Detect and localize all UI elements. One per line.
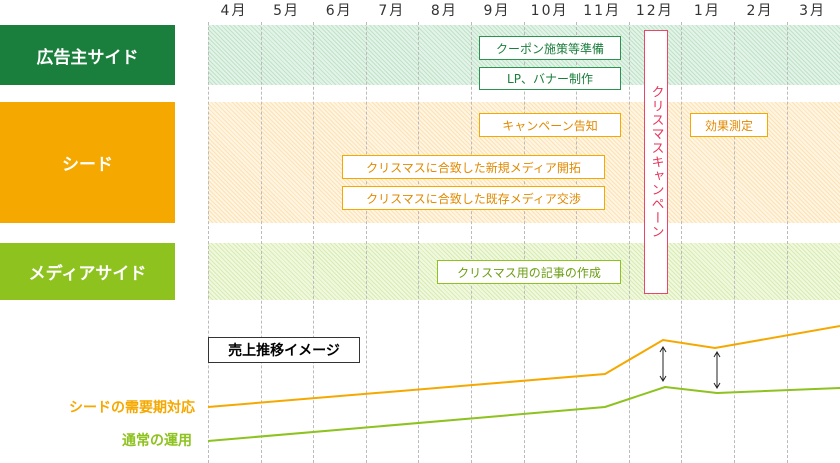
seed-sales-line bbox=[207, 325, 840, 408]
month-gridline bbox=[260, 22, 262, 463]
month-gridline bbox=[681, 22, 683, 463]
legend-normal: 通常の運用 bbox=[122, 433, 192, 449]
month-gridline bbox=[523, 22, 525, 463]
month-label: 8月 bbox=[430, 3, 458, 19]
gap-arrow-icon bbox=[659, 346, 721, 389]
normal-sales-line bbox=[207, 385, 840, 442]
month-gridline bbox=[313, 22, 315, 463]
month-label: 10月 bbox=[530, 3, 569, 19]
month-gridline bbox=[576, 22, 578, 463]
month-gridline bbox=[365, 22, 367, 463]
month-gridline bbox=[734, 22, 735, 463]
month-label: 9月 bbox=[483, 3, 511, 19]
month-label: 1月 bbox=[693, 3, 721, 19]
legend-seed: シードの需要期対応 bbox=[69, 400, 195, 416]
row-label-seed: シード bbox=[0, 102, 175, 223]
month-gridline bbox=[418, 22, 420, 463]
task-announce: キャンペーン告知 bbox=[479, 113, 621, 137]
month-label: 5月 bbox=[273, 3, 301, 19]
month-label: 6月 bbox=[325, 3, 353, 19]
task-lp-banner: LP、バナー制作 bbox=[479, 67, 621, 90]
sales-title: 売上推移イメージ bbox=[208, 337, 360, 363]
task-article: クリスマス用の記事の作成 bbox=[437, 260, 621, 284]
christmas-campaign-period: クリスマスキャンペーン bbox=[644, 30, 668, 294]
month-label: 12月 bbox=[635, 3, 674, 19]
month-gridline bbox=[471, 22, 472, 463]
task-new-media: クリスマスに合致した新規メディア開拓 bbox=[342, 155, 605, 179]
task-existing-media: クリスマスに合致した既存メディア交渉 bbox=[342, 186, 605, 210]
month-gridline bbox=[786, 22, 788, 463]
month-label: 11月 bbox=[583, 3, 622, 19]
month-label: 4月 bbox=[220, 3, 248, 19]
month-label: 7月 bbox=[378, 3, 406, 19]
month-gridline bbox=[208, 22, 209, 463]
month-gridline bbox=[628, 22, 630, 463]
month-label: 2月 bbox=[746, 3, 774, 19]
month-label: 3月 bbox=[799, 3, 827, 19]
row-label-media: メディアサイド bbox=[0, 243, 175, 300]
task-measure: 効果測定 bbox=[690, 113, 768, 137]
task-coupon: クーポン施策等準備 bbox=[479, 36, 621, 60]
row-label-advertiser: 広告主サイド bbox=[0, 25, 175, 85]
